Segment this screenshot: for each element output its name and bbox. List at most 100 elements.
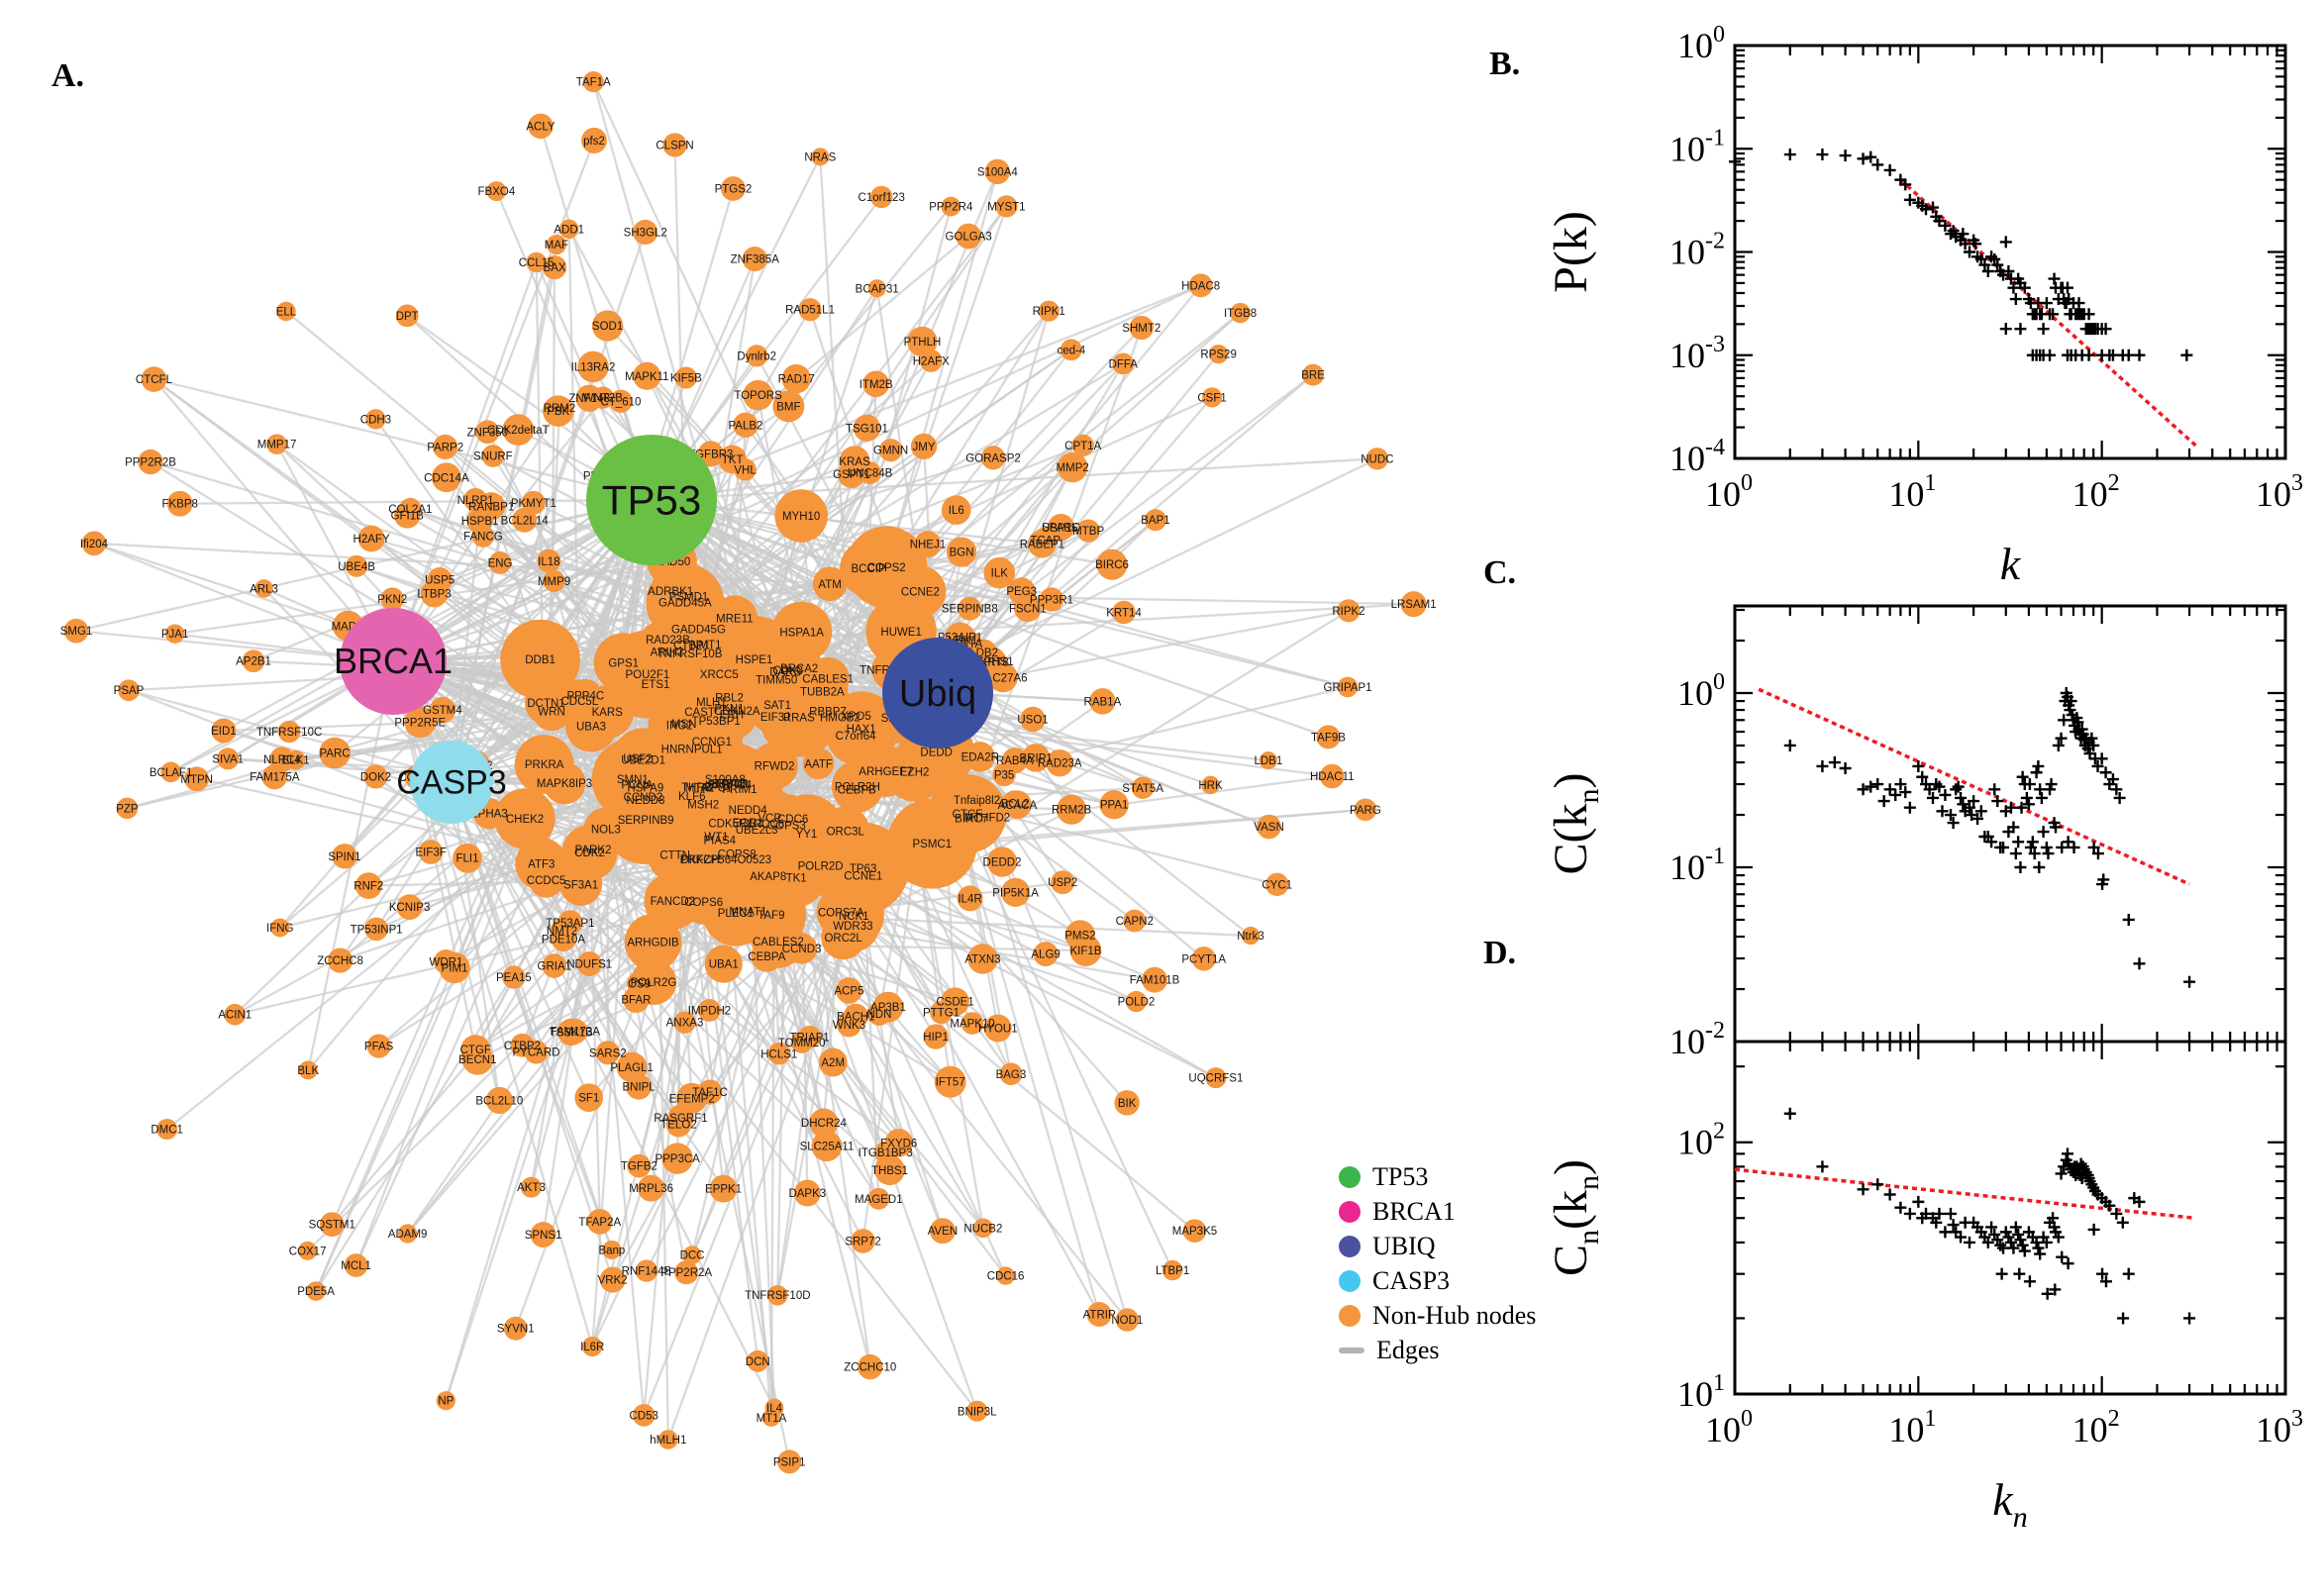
chart-point bbox=[2042, 848, 2055, 860]
network-node-label: TIMM50 bbox=[756, 674, 797, 686]
network-edge bbox=[451, 781, 711, 1093]
network-node-label: POU2F1 bbox=[626, 669, 670, 681]
network-node-label: ORC2L bbox=[824, 933, 862, 945]
network-edge bbox=[450, 244, 558, 783]
network-node bbox=[934, 1065, 966, 1098]
network-node-label: NOL3 bbox=[591, 825, 621, 837]
network-node bbox=[242, 649, 265, 673]
network-node bbox=[824, 691, 899, 766]
network-edge bbox=[651, 498, 1349, 689]
chart-point bbox=[1944, 1207, 1957, 1220]
network-node-label: MYH10 bbox=[782, 511, 820, 523]
network-node bbox=[1099, 790, 1129, 820]
network-node bbox=[404, 706, 437, 739]
network-node-label: NEDD4 bbox=[729, 805, 768, 817]
network-node bbox=[184, 766, 210, 792]
network-node-label: Ifi204 bbox=[80, 539, 109, 550]
network-edge bbox=[574, 941, 779, 1033]
network-node bbox=[966, 1400, 988, 1422]
chart-point bbox=[2009, 293, 2022, 306]
network-node bbox=[463, 487, 487, 512]
network-node bbox=[812, 566, 848, 602]
network-node bbox=[269, 747, 295, 772]
network-node bbox=[627, 971, 653, 996]
network-node-label: TNFRSF10B bbox=[657, 648, 723, 660]
chart-point bbox=[1912, 1195, 1925, 1208]
network-node-label: DDB1 bbox=[525, 654, 556, 666]
network-node bbox=[532, 692, 571, 732]
network-node-label: ARHGDIB bbox=[627, 938, 679, 949]
network-node bbox=[166, 490, 193, 517]
network-node-label: CDK5R1 bbox=[708, 819, 753, 831]
chart-point bbox=[1995, 1267, 2008, 1280]
chart-point bbox=[2040, 841, 2053, 853]
chart-point bbox=[2037, 323, 2050, 336]
network-node-label: CDK3 bbox=[772, 665, 803, 677]
chart-point bbox=[2033, 861, 2046, 873]
network-node bbox=[436, 1391, 455, 1411]
network-node bbox=[1048, 516, 1071, 540]
network-node bbox=[1259, 751, 1277, 770]
network-node bbox=[793, 1179, 821, 1207]
network-node-label: HSPE1 bbox=[736, 654, 773, 666]
chart-point bbox=[1894, 1201, 1907, 1214]
network-node-label: POLR2D bbox=[798, 860, 844, 872]
network-node bbox=[777, 1449, 802, 1474]
legend-node-swatch bbox=[1339, 1270, 1361, 1292]
network-node bbox=[609, 389, 633, 413]
network-node-label: COPS3 bbox=[767, 820, 806, 832]
network-edge bbox=[545, 878, 900, 1145]
network-node bbox=[1123, 909, 1147, 933]
chart-point bbox=[2037, 826, 2050, 839]
chart-point bbox=[1883, 163, 1896, 176]
network-node bbox=[537, 549, 561, 573]
chart-tick-label: 102 bbox=[2072, 1406, 2120, 1449]
network-node bbox=[1191, 947, 1216, 971]
network-node-label: TSG101 bbox=[846, 423, 888, 435]
network-node bbox=[751, 941, 783, 972]
chart-point bbox=[2133, 349, 2146, 361]
network-node bbox=[1257, 814, 1281, 840]
network-node bbox=[956, 223, 982, 249]
network-node-label: H2AFY bbox=[354, 534, 390, 546]
network-node-label: YY1 bbox=[796, 829, 818, 841]
network-node bbox=[742, 247, 767, 272]
network-node-label: RAD51L1 bbox=[785, 305, 835, 317]
network-node-label: BACH1 bbox=[837, 1011, 874, 1023]
network-node bbox=[581, 127, 608, 153]
network-node-label: BRIP1 bbox=[1020, 752, 1053, 764]
network-node-label: TP53BP1 bbox=[692, 716, 741, 728]
network-node bbox=[696, 746, 783, 833]
network-node bbox=[138, 449, 163, 475]
network-node bbox=[930, 1001, 953, 1025]
network-node-label: GADD45A bbox=[658, 598, 712, 610]
network-node-label: CDK2 bbox=[574, 848, 605, 859]
chart-point bbox=[2007, 1242, 2020, 1254]
legend-edge-swatch bbox=[1339, 1347, 1364, 1353]
network-node bbox=[475, 420, 500, 445]
network-node bbox=[858, 461, 881, 484]
chart-point bbox=[2055, 732, 2068, 745]
network-node-label: CABLES2 bbox=[753, 937, 804, 948]
network-node-label: COPS8 bbox=[718, 848, 757, 860]
network-node-label: RRM2B bbox=[1052, 805, 1092, 817]
network-node bbox=[958, 596, 982, 621]
chart-tick-label: 10-2 bbox=[1669, 229, 1725, 272]
chart-point bbox=[2122, 349, 2135, 361]
chart-point bbox=[1783, 149, 1796, 161]
network-node bbox=[1086, 1302, 1112, 1327]
network-node-label: CCNE1 bbox=[844, 871, 882, 883]
network-node bbox=[1089, 688, 1116, 715]
network-node bbox=[698, 999, 721, 1022]
chart-point bbox=[1947, 817, 1960, 830]
network-node-label: RFWD2 bbox=[755, 760, 795, 772]
chart-point bbox=[1883, 1188, 1896, 1201]
network-node bbox=[354, 872, 382, 900]
network-node bbox=[862, 370, 889, 398]
network-node bbox=[1337, 599, 1361, 623]
panel-label-d: D. bbox=[1483, 935, 1517, 971]
network-node bbox=[624, 913, 682, 971]
network-node bbox=[914, 531, 942, 558]
network-node bbox=[674, 366, 697, 389]
network-node bbox=[546, 235, 566, 255]
